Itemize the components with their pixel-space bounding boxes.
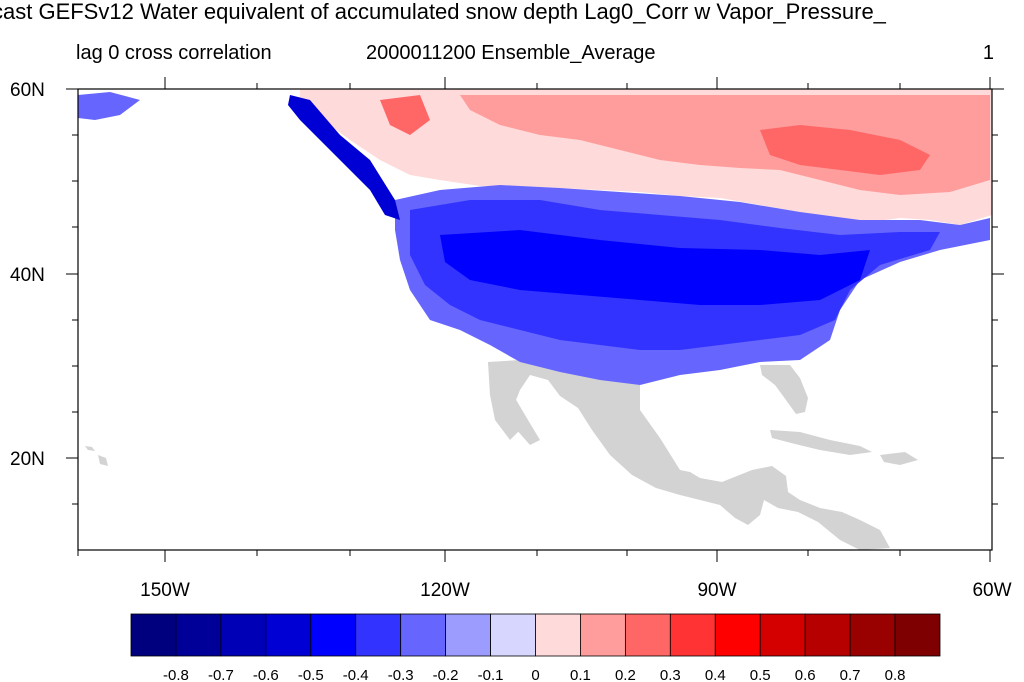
subtitle-center: 2000011200 Ensemble_Average xyxy=(366,42,656,64)
pacific-nw-negative xyxy=(288,95,400,220)
colorbar-label: 0.6 xyxy=(795,667,816,682)
us-negative-max xyxy=(440,230,870,305)
colorbar-label: -0.1 xyxy=(478,667,504,682)
colorbar-swatch xyxy=(624,613,671,657)
colorbar-swatch xyxy=(804,613,851,657)
lon-ticks xyxy=(77,77,991,562)
figure-title: cast GEFSv12 Water equivalent of accumul… xyxy=(0,0,886,24)
hispaniola-land xyxy=(880,452,918,465)
colorbar-label: -0.7 xyxy=(208,667,234,682)
colorbar-label: 0.5 xyxy=(750,667,771,682)
colorbar-label: -0.4 xyxy=(343,667,369,682)
lon-label-120w: 120W xyxy=(420,580,470,601)
mexico-land xyxy=(488,360,890,550)
map-field xyxy=(78,89,992,550)
colorbar-label: 0.1 xyxy=(570,667,591,682)
hawaii-land xyxy=(85,446,108,466)
colorbar-swatch xyxy=(580,613,626,657)
colorbar-label: -0.3 xyxy=(388,667,414,682)
colorbar-label: 0.4 xyxy=(705,667,726,682)
lat-ticks xyxy=(66,88,1004,505)
colorbar-label: -0.6 xyxy=(253,667,279,682)
colorbar-label: -0.5 xyxy=(298,667,324,682)
colorbar-swatch xyxy=(400,613,447,657)
colorbar-swatch xyxy=(265,613,312,657)
colorbar-swatch xyxy=(849,613,896,657)
colorbar-swatch xyxy=(220,613,267,657)
lat-label-40n: 40N xyxy=(10,265,45,286)
alaska-negative xyxy=(78,92,140,120)
colorbar-label: 0.2 xyxy=(615,667,636,682)
colorbar-label: -0.8 xyxy=(163,667,189,682)
colorbar-swatch xyxy=(714,613,761,657)
colorbar-swatch xyxy=(130,613,177,657)
lat-label-20n: 20N xyxy=(10,449,45,470)
colorbar-swatch xyxy=(669,613,716,657)
subtitle-left: lag 0 cross correlation xyxy=(76,42,272,64)
colorbar-swatch xyxy=(759,613,806,657)
lat-label-60n: 60N xyxy=(10,80,45,101)
colorbar-swatch xyxy=(310,613,357,657)
colorbar: -0.8 -0.7 -0.6 -0.5 -0.4 -0.3 -0.2 -0.1 0 0.1 0.2 0… xyxy=(130,613,941,682)
colorbar-swatch xyxy=(894,613,941,657)
colorbar-swatch xyxy=(445,613,491,657)
lon-label-150w: 150W xyxy=(140,580,190,601)
cuba-land xyxy=(770,430,872,455)
colorbar-label: -0.2 xyxy=(433,667,459,682)
colorbar-label: 0.3 xyxy=(660,667,681,682)
canada-positive-max xyxy=(380,95,930,175)
lon-label-90w: 90W xyxy=(697,580,736,601)
colorbar-swatch xyxy=(535,613,581,657)
florida-land xyxy=(760,365,808,414)
colorbar-swatch xyxy=(490,613,536,657)
colorbar-label: 0.7 xyxy=(840,667,861,682)
lon-label-60w: 60W xyxy=(972,580,1011,601)
subtitle-right: 1 xyxy=(982,42,994,64)
baja-land xyxy=(488,362,540,445)
colorbar-swatch xyxy=(175,613,222,657)
colorbar-label: 0 xyxy=(531,667,539,682)
colorbar-label: 0.8 xyxy=(885,667,906,682)
colorbar-swatch xyxy=(355,613,402,657)
